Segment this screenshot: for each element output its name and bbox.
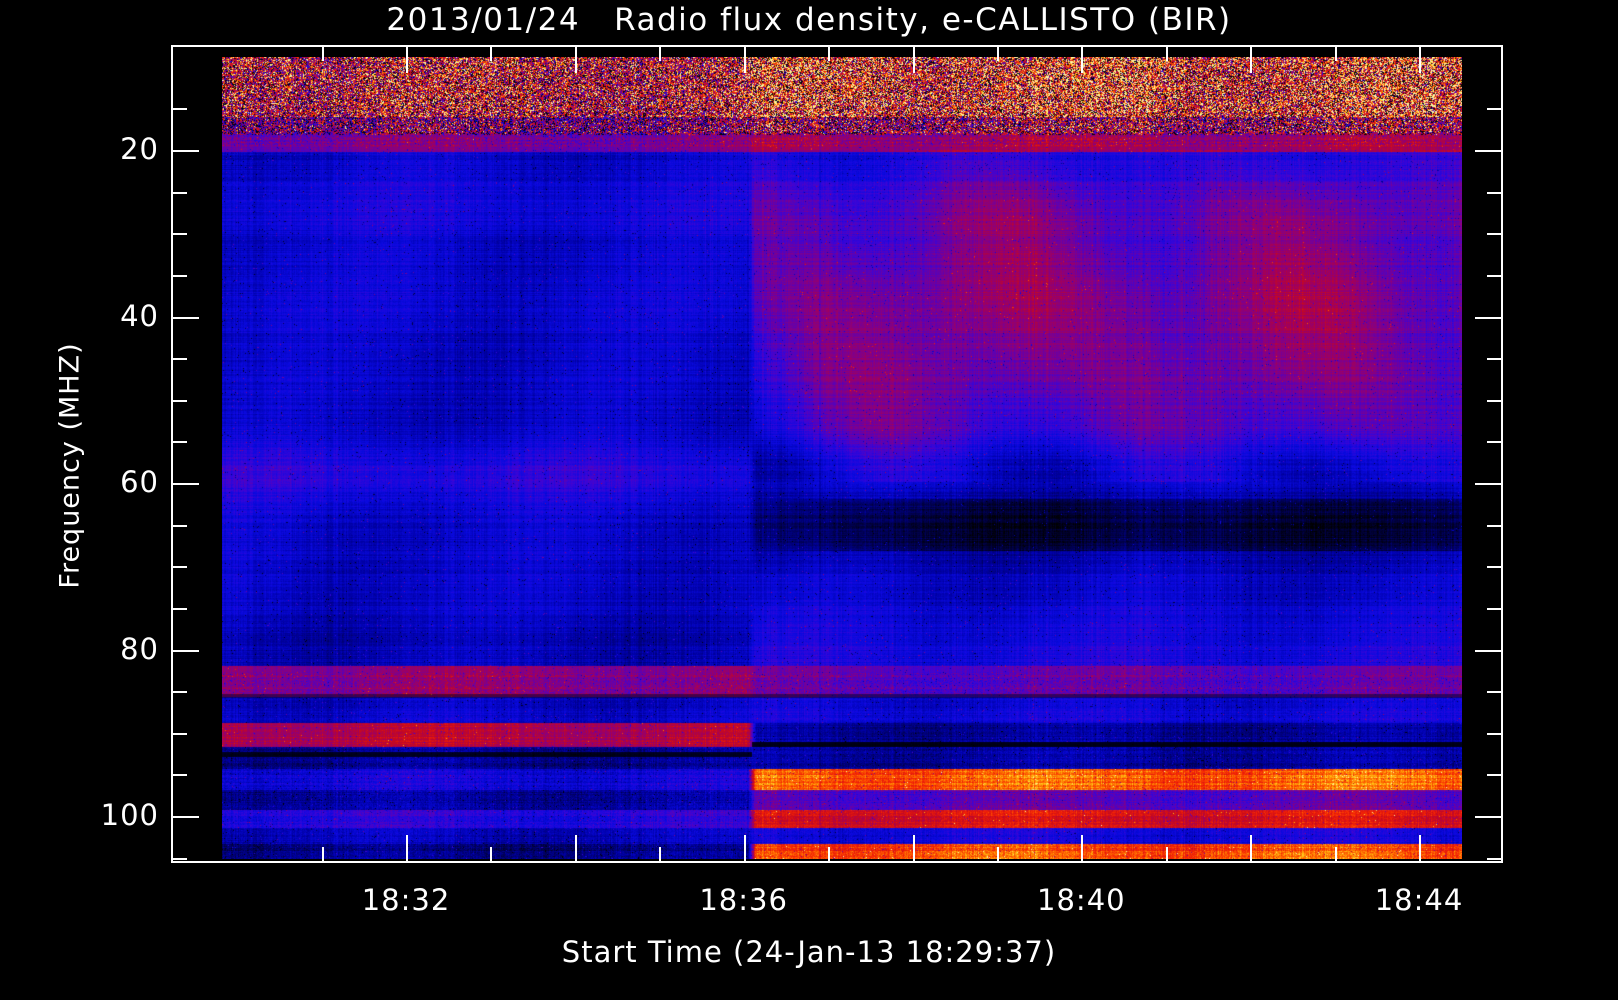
axis-tick bbox=[171, 733, 187, 735]
axis-tick bbox=[1166, 45, 1168, 61]
page-title: 2013/01/24 Radio flux density, e-CALLIST… bbox=[386, 2, 1232, 38]
axis-tick bbox=[1487, 108, 1503, 110]
axis-tick bbox=[1419, 835, 1421, 863]
y-tick-label: 100 bbox=[100, 798, 159, 832]
axis-tick bbox=[659, 45, 661, 61]
axis-tick bbox=[1335, 45, 1337, 61]
axis-tick bbox=[1487, 192, 1503, 194]
axis-tick bbox=[828, 847, 830, 863]
axis-tick bbox=[171, 858, 187, 860]
axis-tick bbox=[171, 483, 199, 485]
axis-tick bbox=[171, 400, 187, 402]
axis-tick bbox=[1487, 691, 1503, 693]
axis-tick bbox=[1487, 233, 1503, 235]
axis-tick bbox=[744, 835, 746, 863]
axis-tick bbox=[171, 150, 199, 152]
axis-tick bbox=[1475, 150, 1503, 152]
axis-tick bbox=[171, 608, 187, 610]
y-tick-label: 80 bbox=[120, 631, 159, 666]
axis-tick bbox=[1250, 45, 1252, 73]
axis-tick bbox=[1081, 835, 1083, 863]
axis-tick bbox=[1475, 650, 1503, 652]
axis-tick bbox=[997, 45, 999, 61]
axis-tick bbox=[171, 192, 187, 194]
axis-tick bbox=[1487, 774, 1503, 776]
axis-tick bbox=[575, 45, 577, 73]
plot-frame bbox=[171, 45, 1503, 863]
axis-tick bbox=[1081, 45, 1083, 73]
axis-tick bbox=[322, 45, 324, 61]
axis-tick bbox=[171, 441, 187, 443]
axis-tick bbox=[171, 525, 187, 527]
axis-tick bbox=[171, 358, 187, 360]
x-axis-title: Start Time (24-Jan-13 18:29:37) bbox=[561, 935, 1057, 969]
axis-tick bbox=[490, 45, 492, 61]
y-tick-label: 20 bbox=[120, 132, 159, 166]
axis-tick bbox=[1475, 816, 1503, 818]
axis-tick bbox=[1487, 858, 1503, 860]
x-tick-label: 18:36 bbox=[699, 883, 788, 917]
y-axis-title: Frequency (MHZ) bbox=[54, 342, 86, 589]
axis-tick bbox=[997, 847, 999, 863]
axis-tick bbox=[171, 566, 187, 568]
x-tick-label: 18:44 bbox=[1374, 883, 1464, 917]
axis-tick bbox=[744, 45, 746, 73]
axis-tick bbox=[322, 847, 324, 863]
axis-tick bbox=[171, 774, 187, 776]
x-tick-label: 18:32 bbox=[361, 883, 451, 917]
axis-tick bbox=[1487, 608, 1503, 610]
axis-tick bbox=[1487, 525, 1503, 527]
axis-tick bbox=[1250, 835, 1252, 863]
axis-tick bbox=[1487, 400, 1503, 402]
y-tick-label: 40 bbox=[120, 298, 159, 333]
axis-tick bbox=[1487, 441, 1503, 443]
axis-tick bbox=[1335, 847, 1337, 863]
axis-tick bbox=[1487, 358, 1503, 360]
axis-tick bbox=[490, 847, 492, 863]
x-tick-label: 18:40 bbox=[1037, 883, 1126, 917]
axis-tick bbox=[1475, 317, 1503, 319]
axis-tick bbox=[1419, 45, 1421, 73]
axis-tick bbox=[828, 45, 830, 61]
axis-tick bbox=[913, 835, 915, 863]
axis-tick bbox=[1166, 847, 1168, 863]
dynamic-spectrum-image bbox=[222, 57, 1462, 859]
axis-tick bbox=[171, 816, 199, 818]
axis-tick bbox=[171, 650, 199, 652]
axis-tick bbox=[171, 108, 187, 110]
axis-tick bbox=[1487, 733, 1503, 735]
axis-tick bbox=[406, 45, 408, 73]
axis-tick bbox=[1475, 483, 1503, 485]
axis-tick bbox=[171, 691, 187, 693]
axis-tick bbox=[406, 835, 408, 863]
axis-tick bbox=[1487, 275, 1503, 277]
axis-tick bbox=[1487, 566, 1503, 568]
axis-tick bbox=[171, 233, 187, 235]
y-tick-label: 60 bbox=[120, 465, 159, 499]
axis-tick bbox=[659, 847, 661, 863]
axis-tick bbox=[171, 317, 199, 319]
axis-tick bbox=[575, 835, 577, 863]
axis-tick bbox=[171, 275, 187, 277]
axis-tick bbox=[913, 45, 915, 73]
